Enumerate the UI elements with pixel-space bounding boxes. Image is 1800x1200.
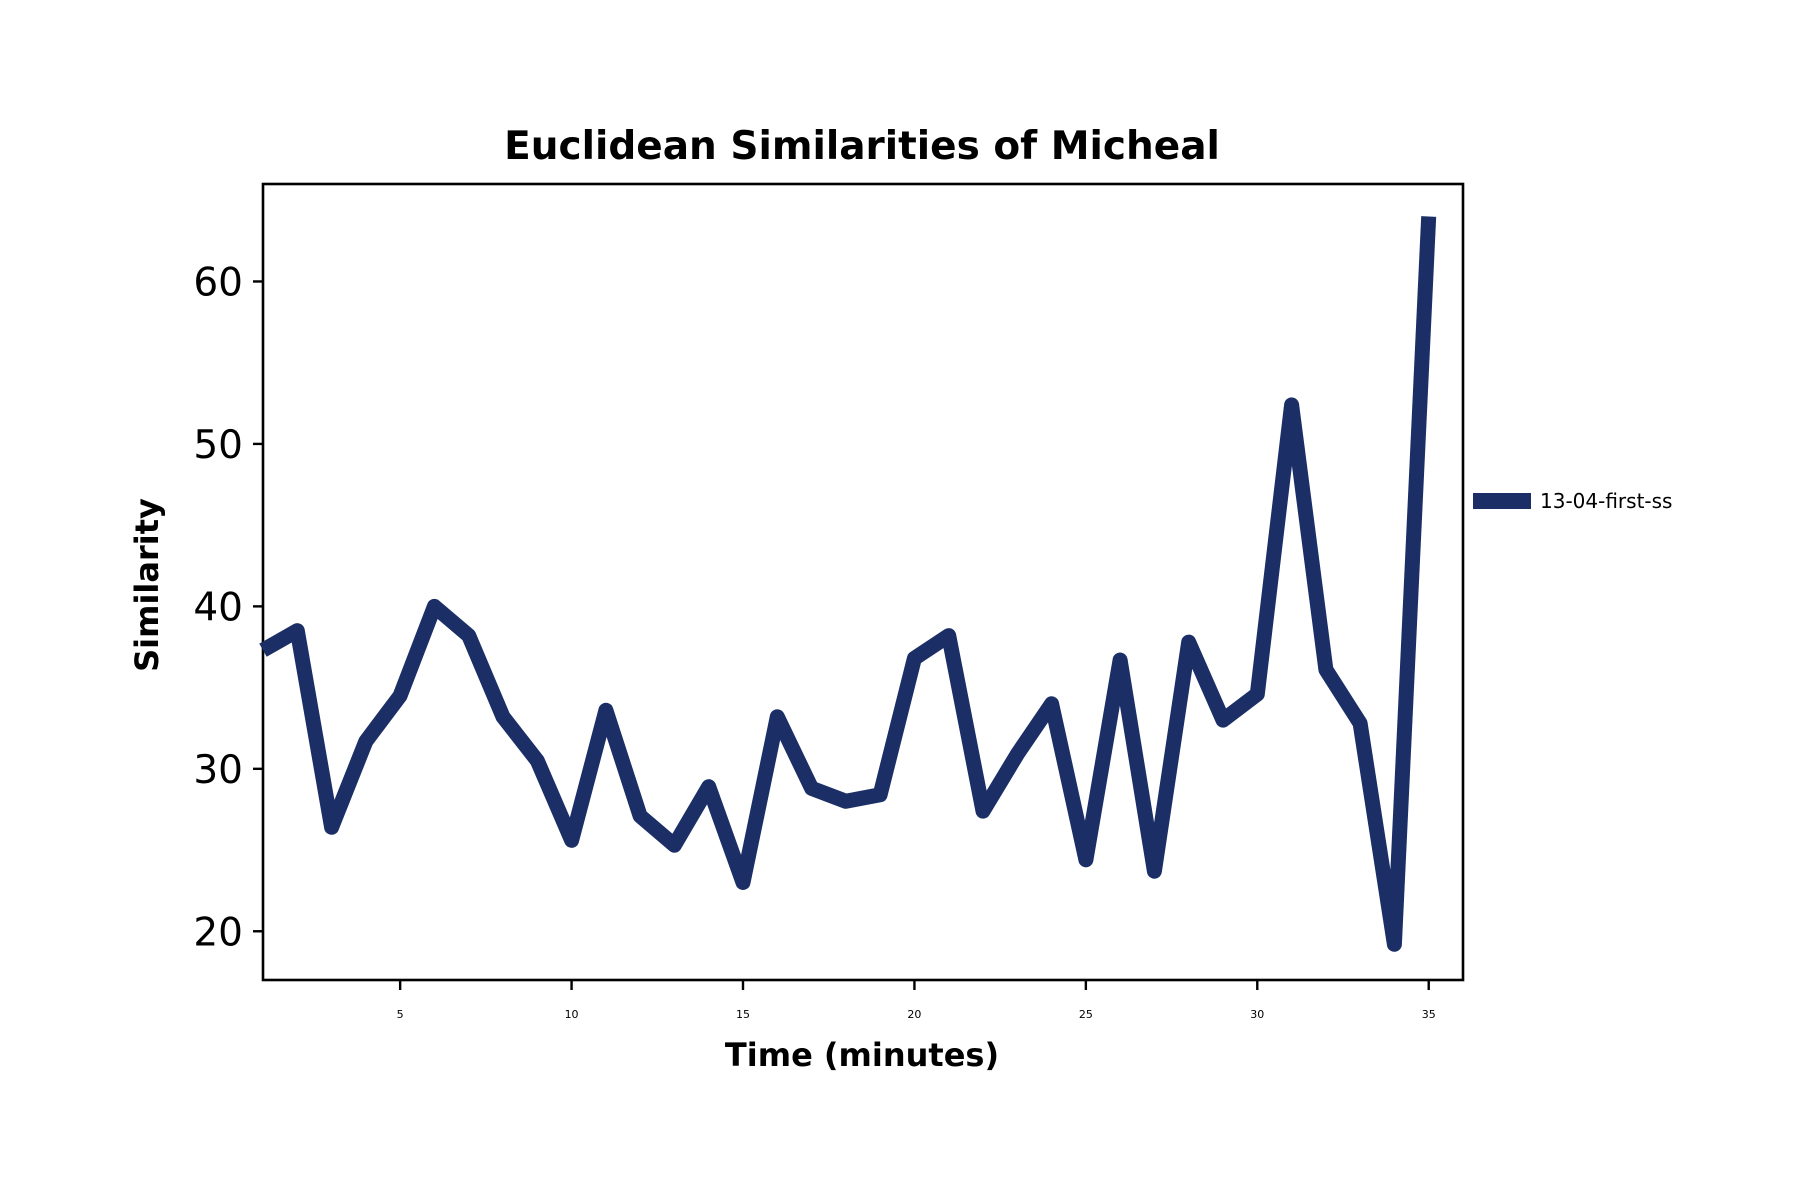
x-tick-label: 10 xyxy=(565,1008,579,1021)
y-tick-label: 40 xyxy=(193,585,243,630)
x-tick-label: 20 xyxy=(907,1008,921,1021)
y-tick-label: 30 xyxy=(193,748,243,793)
x-tick-label: 35 xyxy=(1422,1008,1436,1021)
y-tick-label: 20 xyxy=(193,910,243,955)
legend: 13-04-first-ss xyxy=(1473,489,1672,513)
legend-swatch xyxy=(1473,493,1531,509)
x-tick-label: 5 xyxy=(397,1008,404,1021)
legend-label: 13-04-first-ss xyxy=(1540,489,1672,513)
y-tick-label: 50 xyxy=(193,423,243,468)
x-tick-label: 25 xyxy=(1079,1008,1093,1021)
x-tick-label: 15 xyxy=(736,1008,750,1021)
plot-frame xyxy=(261,182,1465,982)
x-axis-label: Time (minutes) xyxy=(725,1036,999,1074)
series-layer xyxy=(259,216,1437,952)
series-line xyxy=(259,216,1437,952)
x-axis-ticks: 5 10 15 20 25 30 35 xyxy=(397,980,1436,1021)
y-tick-label: 60 xyxy=(193,260,243,305)
y-axis-label: Similarity xyxy=(128,498,166,672)
chart-title: Euclidean Similarities of Micheal xyxy=(504,124,1220,169)
x-tick-label: 30 xyxy=(1250,1008,1264,1021)
y-axis-ticks: 20 30 40 50 60 xyxy=(193,260,263,955)
